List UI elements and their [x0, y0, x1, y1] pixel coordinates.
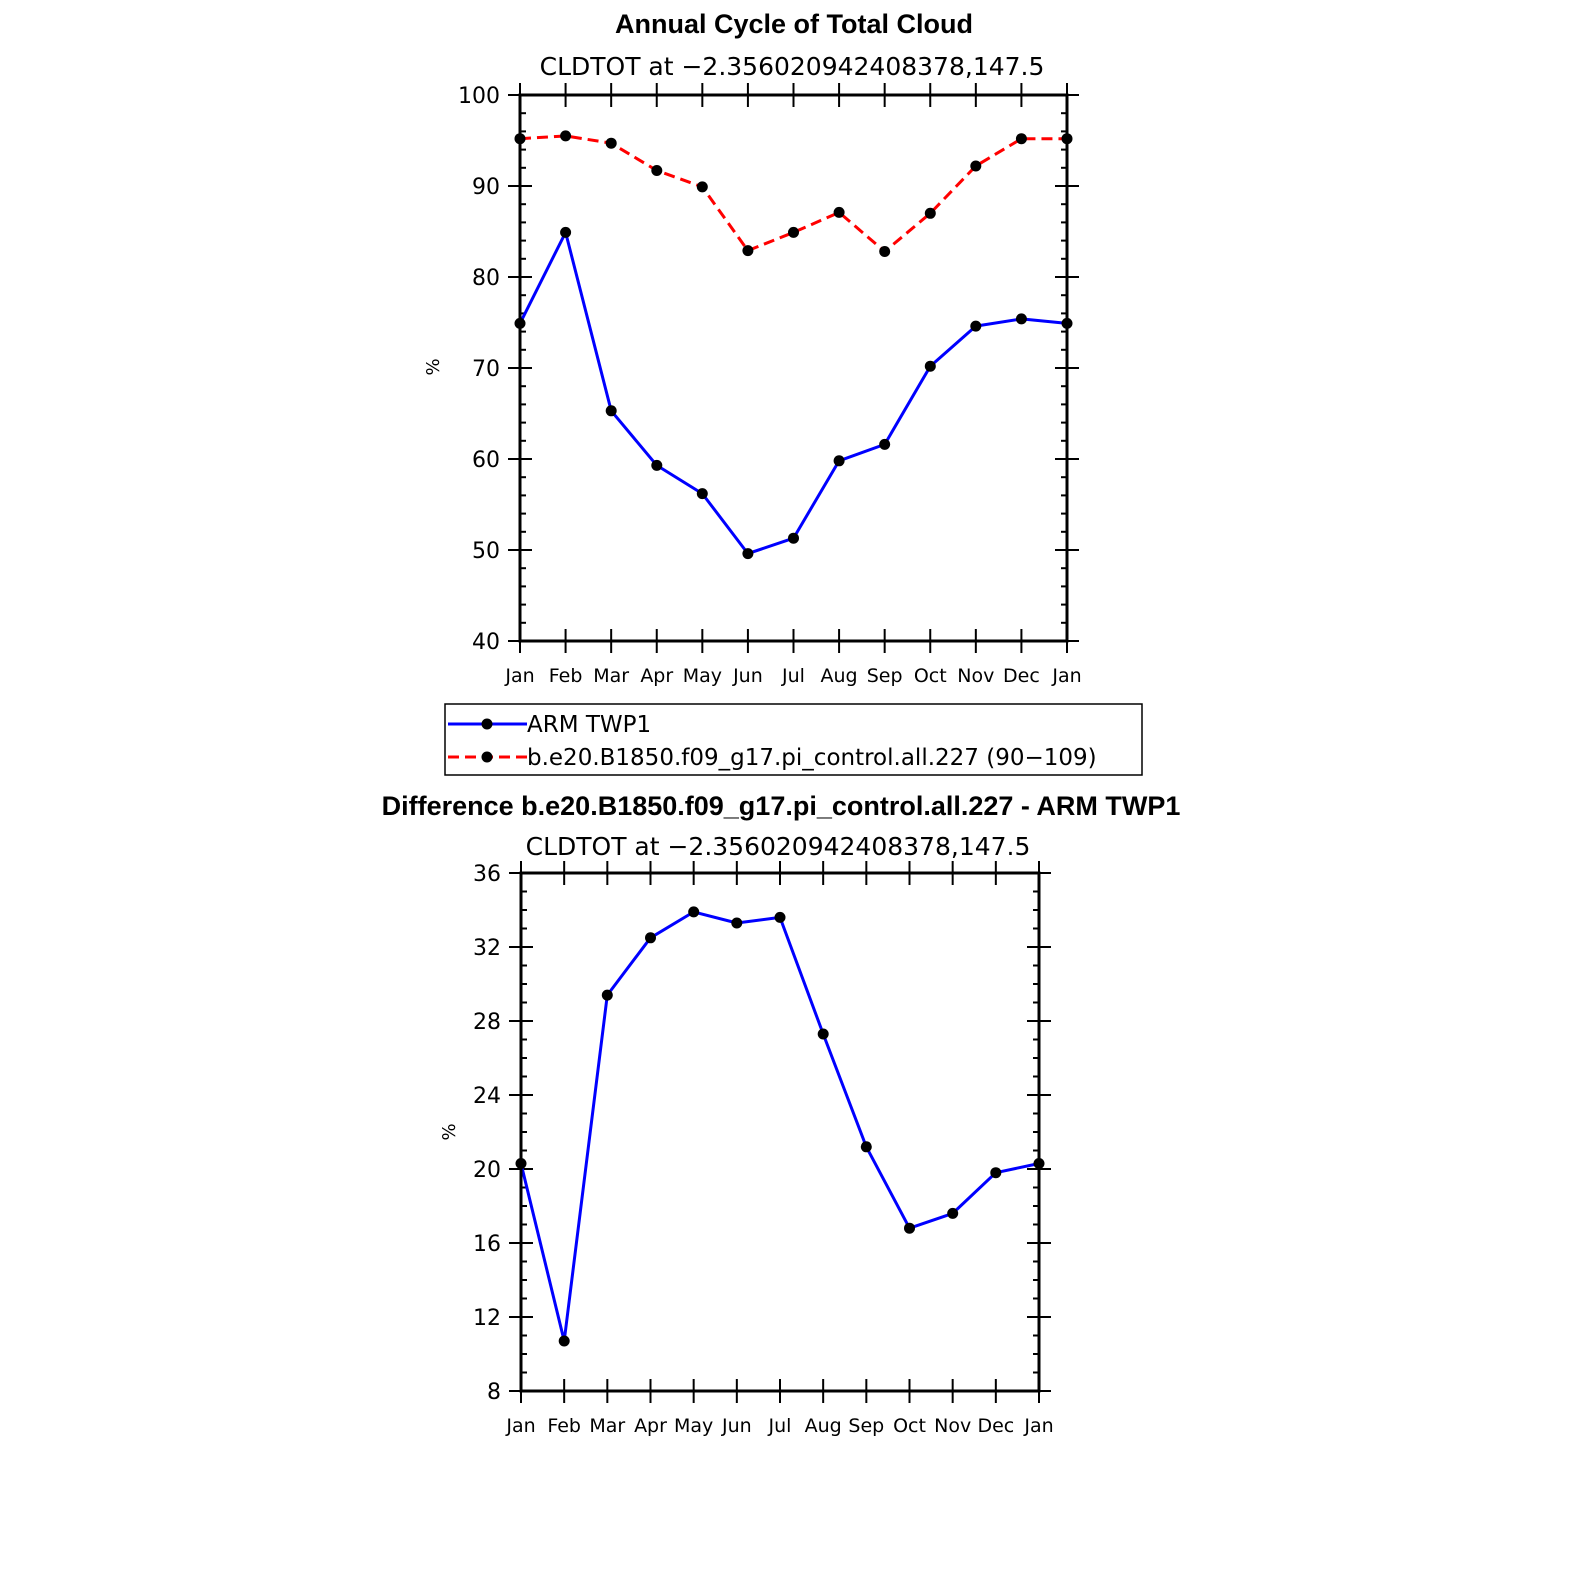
- x-tick-label: Dec: [977, 1415, 1014, 1437]
- data-point: [1015, 313, 1027, 325]
- y-tick-label: 80: [472, 266, 500, 291]
- data-point: [947, 1207, 959, 1219]
- data-point: [774, 911, 786, 923]
- y-tick-label: 28: [473, 1010, 501, 1035]
- series-line: [519, 910, 1040, 1343]
- data-point: [924, 207, 936, 219]
- data-point: [651, 165, 663, 176]
- data-point: [645, 932, 656, 944]
- data-point: [788, 226, 799, 238]
- data-point: [688, 906, 700, 918]
- x-tick-label: Jan: [1051, 665, 1081, 687]
- y-tick-label: 8: [487, 1380, 501, 1405]
- plot-frame: [519, 871, 1041, 1393]
- chart-subtitle: CLDTOT at −2.356020942408378,147.5: [526, 832, 1031, 861]
- x-tick-label: Feb: [549, 665, 583, 687]
- data-point: [605, 137, 617, 149]
- legend-marker-model: [481, 751, 493, 763]
- x-tick-label: Apr: [640, 665, 673, 687]
- x-tick-label: Sep: [867, 665, 903, 687]
- x-tick-label: Nov: [957, 665, 994, 687]
- x-tick-label: Jan: [505, 1415, 535, 1437]
- difference-panel: Difference b.e20.B1850.f09_g17.pi_contro…: [382, 791, 1181, 1437]
- chart-subtitle: CLDTOT at −2.356020942408378,147.5: [540, 52, 1045, 81]
- data-point: [860, 1141, 872, 1153]
- data-point: [742, 245, 754, 257]
- legend-label-model: b.e20.B1850.f09_g17.pi_control.all.227 (…: [527, 745, 1097, 771]
- x-tick-label: May: [683, 665, 722, 687]
- data-point: [788, 532, 799, 544]
- x-tick-label: Nov: [934, 1415, 971, 1437]
- x-tick-label: Aug: [821, 665, 858, 687]
- y-tick-label: 70: [472, 357, 500, 382]
- y-axis-label: %: [439, 1123, 460, 1140]
- data-point: [558, 1335, 570, 1347]
- x-tick-label: Apr: [634, 1415, 667, 1437]
- data-point: [970, 160, 982, 172]
- data-point: [742, 548, 754, 560]
- y-tick-label: 50: [472, 539, 500, 564]
- x-tick-label: Jun: [721, 1415, 752, 1437]
- x-tick-label: Jul: [781, 665, 805, 687]
- y-tick-label: 60: [472, 448, 500, 473]
- data-point: [990, 1167, 1002, 1179]
- y-tick-label: 36: [473, 862, 501, 887]
- legend-marker-arm: [481, 718, 493, 730]
- y-tick-label: 16: [473, 1232, 501, 1257]
- x-tick-label: Jan: [504, 665, 534, 687]
- chart-title: Difference b.e20.B1850.f09_g17.pi_contro…: [382, 791, 1181, 821]
- data-point: [904, 1222, 915, 1234]
- data-point: [879, 438, 891, 450]
- x-tick-label: Sep: [848, 1415, 884, 1437]
- data-point: [651, 459, 663, 471]
- data-point: [605, 405, 617, 417]
- y-tick-label: 32: [473, 936, 501, 961]
- x-tick-label: May: [674, 1415, 713, 1437]
- data-point: [560, 130, 572, 142]
- data-point: [833, 455, 845, 467]
- data-point: [696, 488, 708, 500]
- data-point: [833, 206, 845, 218]
- legend-box: [444, 703, 1143, 776]
- data-point: [817, 1028, 829, 1040]
- x-tick-label: Oct: [893, 1415, 926, 1437]
- y-tick-label: 12: [473, 1306, 501, 1331]
- data-point: [731, 917, 743, 929]
- chart-title: Annual Cycle of Total Cloud: [615, 9, 973, 39]
- data-point: [879, 246, 891, 257]
- y-tick-label: 90: [472, 175, 500, 200]
- x-tick-label: Jul: [768, 1415, 792, 1437]
- legend: ARM TWP1 b.e20.B1850.f09_g17.pi_control.…: [444, 703, 1143, 776]
- y-tick-label: 24: [473, 1084, 501, 1109]
- x-tick-label: Jan: [1023, 1415, 1053, 1437]
- data-point: [970, 320, 982, 332]
- data-point: [696, 181, 708, 193]
- x-tick-label: Oct: [914, 665, 947, 687]
- plot-frame: [518, 93, 1069, 643]
- y-tick-label: 100: [458, 84, 500, 109]
- series-line: [518, 230, 1068, 556]
- data-point: [1015, 133, 1027, 145]
- data-point: [601, 989, 613, 1001]
- y-axis-label: %: [423, 358, 444, 375]
- x-tick-label: Mar: [593, 665, 629, 687]
- x-tick-label: Dec: [1003, 665, 1040, 687]
- x-tick-label: Feb: [547, 1415, 581, 1437]
- y-tick-label: 20: [473, 1158, 501, 1183]
- x-tick-label: Jun: [732, 665, 763, 687]
- x-tick-label: Mar: [589, 1415, 625, 1437]
- legend-label-arm: ARM TWP1: [527, 712, 651, 738]
- y-tick-label: 40: [472, 630, 500, 655]
- annual-cycle-panel: Annual Cycle of Total Cloud CLDTOT at −2…: [423, 9, 1143, 776]
- data-point: [560, 226, 572, 238]
- x-tick-label: Aug: [805, 1415, 842, 1437]
- data-point: [924, 360, 936, 372]
